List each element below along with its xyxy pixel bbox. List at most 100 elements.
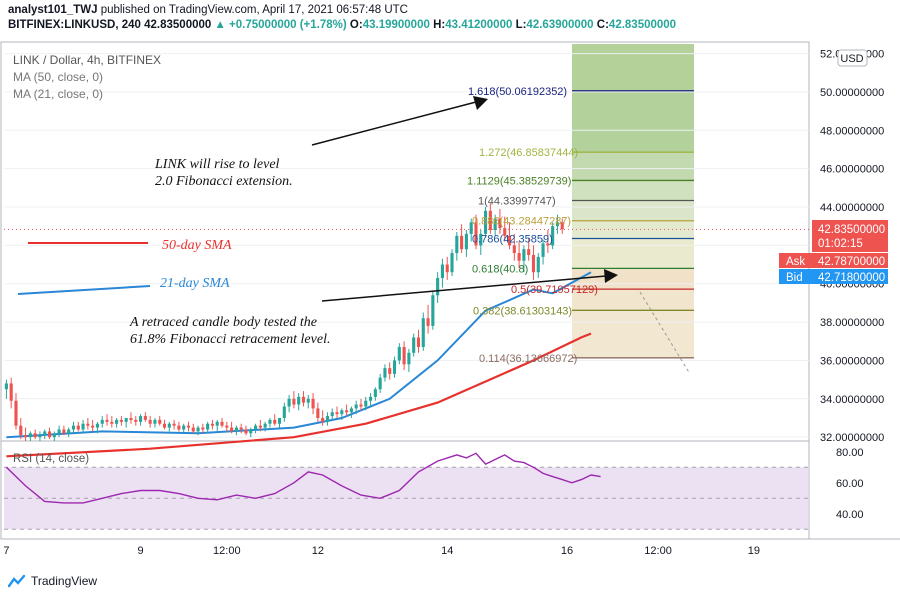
candle-body [119,419,123,422]
candle-body [555,222,559,227]
fib-level-label: 0.382(38.61303143) [473,305,572,317]
candle-body [484,210,488,234]
page-header: analyst101_TWJ published on TradingView.… [8,3,888,33]
projection-line [639,291,691,375]
candle-body [488,210,492,231]
sma50-line [6,332,592,458]
fib-level-label: 0.786(42.35859) [472,233,553,245]
fib-zone-band [572,238,694,269]
candle-body [445,264,449,273]
candle-body [186,425,191,428]
fib-level-label: 1.618(50.06192352) [468,86,567,98]
publisher-user[interactable]: analyst101_TWJ [8,4,98,16]
x-tick-label: 14 [441,545,453,557]
low-label: L: [515,19,527,31]
candle-body [167,423,171,428]
candle-body [47,431,52,438]
candle-body [503,228,507,236]
y-tick-label: 34.00000000 [820,394,884,406]
candle-body [201,427,205,430]
fib-level-label: 0.114(36.13666972) [479,353,577,365]
rise-note-line1: LINK will rise to level [154,157,280,172]
candle-body [33,433,37,438]
candle-body [62,429,66,434]
x-tick-label: 7 [3,545,9,557]
candle-body [426,318,430,326]
publisher-line: analyst101_TWJ published on TradingView.… [8,3,888,18]
candle-body [81,423,85,430]
candle-body [86,423,90,426]
candle-body [469,222,473,234]
sma21-legend-line [17,285,151,295]
candle-body [512,245,516,254]
retrace-note-line1: A retraced candle body tested the [129,315,317,330]
candle-body [474,222,478,246]
sma21-line [6,271,592,439]
candle-body [301,396,306,403]
candle-body [263,423,267,428]
badges: USD 42.83500000 01:02:15 Ask 42.78700000… [779,49,888,284]
x-tick-label: 12:00 [213,545,241,557]
fib-level-label: 1(44.33997747) [478,195,556,207]
candle-body [388,368,392,374]
candle-body [244,429,248,434]
candle-body [277,417,282,424]
currency-badge[interactable] [837,49,868,67]
candle-body [191,427,195,432]
candle-body [345,410,349,413]
candle-body [206,423,210,430]
candle-body [373,389,377,397]
fib-zone-band [572,310,694,358]
candle-body [38,435,42,438]
y-tick-label: 50.00000000 [820,87,884,99]
candle-body [287,398,291,407]
candle-body [522,249,526,261]
x-tick-label: 16 [561,545,573,557]
footer-brand[interactable]: TradingView [8,574,97,588]
candle-body [196,427,200,432]
candle-body [397,347,401,361]
candle-body [321,417,325,422]
candle-body [412,337,416,353]
publisher-info: published on TradingView.com, April 17, … [97,4,408,16]
ask-badge [779,253,888,268]
ask-value: 42.78700000 [818,256,885,268]
symbol-line: BITFINEX:LINKUSD, 240 42.83500000 ▲ +0.7… [8,18,888,33]
retrace-arrow [321,275,607,302]
fib-zone-band [572,152,694,181]
bid-label: Bid [786,272,803,284]
candle-body [297,396,301,405]
fib-level-label: 0.5(39.71957129) [511,284,598,296]
currency-label: USD [840,53,863,65]
retrace-arrow-head [604,269,618,283]
candle-body [560,222,564,230]
high-value: 43.41200000 [445,19,513,31]
candle-body [14,400,18,426]
fib-zone-band [572,44,694,91]
price-change: ▲ +0.75000000 (+1.78%) [214,19,347,31]
candle-body [28,433,32,438]
candle-body [57,429,61,434]
candle-body [455,235,459,254]
candle-body [493,218,497,231]
candle-body [378,377,382,390]
candle-body [71,425,76,430]
candle-body [52,433,56,438]
fib-level-label: 1.272(46.85837444) [479,147,578,159]
rsi-line [5,452,601,504]
candle-body [95,423,99,428]
last-price-value: 42.83500000 [818,224,885,236]
last-price-badge [812,220,888,252]
candle-body [349,408,353,413]
candle-body [43,431,47,436]
fib-zone-band [572,180,694,201]
bid-badge [779,269,888,284]
x-tick-label: 12:00 [644,545,672,557]
x-tick-label: 9 [138,545,144,557]
candle-body [67,429,71,434]
x-tick-label: 19 [748,545,760,557]
candle-body [551,226,555,246]
candle-body [498,218,502,229]
candle-body [460,235,464,250]
